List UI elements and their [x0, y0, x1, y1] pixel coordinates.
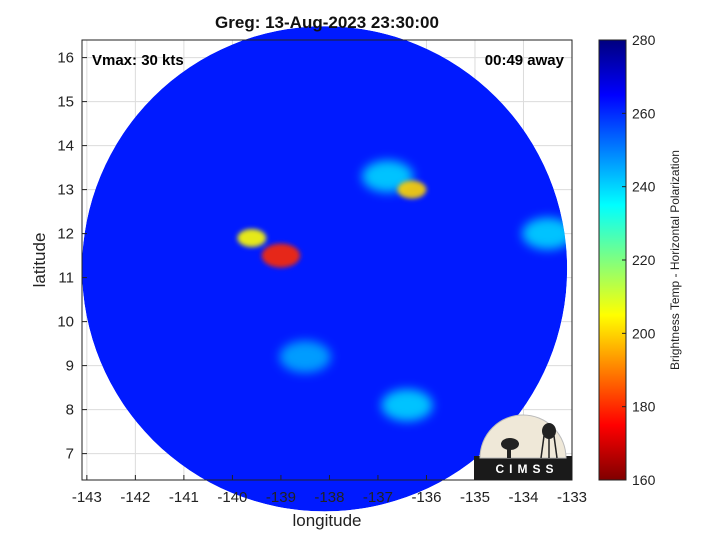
x-ticks: -143 -142 -141 -140 -139 -138 -137 -136 -135 -134… [72, 475, 587, 506]
chart-title: Greg: 13-Aug-2023 23:30:00 [215, 13, 439, 32]
colorbar-tick-label: 160 [632, 472, 656, 488]
x-tick-label: -136 [411, 489, 441, 506]
colorbar-ticks: 160 180 200 220 240 260 280 [622, 32, 656, 488]
x-tick-label: -140 [217, 489, 247, 506]
y-tick-label: 12 [57, 226, 74, 243]
x-tick-label: -142 [120, 489, 150, 506]
colorbar-tick-label: 260 [632, 105, 656, 121]
y-ticks: 7 8 9 10 11 12 13 14 15 16 [57, 50, 87, 463]
feature-band-east [522, 217, 568, 250]
swath-background [81, 26, 568, 512]
time-away-annotation: 00:49 away [484, 52, 564, 69]
x-tick-label: -137 [363, 489, 393, 506]
colorbar-tick-label: 240 [632, 179, 656, 195]
colorbar-tick-label: 200 [632, 325, 656, 341]
y-tick-label: 15 [57, 94, 74, 111]
feature-band-south [381, 389, 433, 422]
feature-cold-core [261, 243, 301, 268]
y-tick-label: 9 [66, 358, 74, 375]
colorbar [598, 39, 627, 481]
cimss-logo [474, 414, 572, 480]
feature-cold-spot-northeast [397, 180, 427, 199]
x-tick-label: -133 [557, 489, 587, 506]
y-tick-label: 7 [66, 446, 74, 463]
x-tick-label: -143 [72, 489, 102, 506]
satellite-dish-icon [501, 438, 519, 450]
x-tick-label: -138 [314, 489, 344, 506]
y-tick-label: 10 [57, 314, 74, 331]
x-tick-label: -139 [266, 489, 296, 506]
water-tower-icon [542, 423, 556, 439]
vmax-annotation: Vmax: 30 kts [92, 52, 184, 69]
colorbar-tick-label: 280 [632, 32, 656, 48]
x-tick-label: -135 [460, 489, 490, 506]
x-tick-label: -134 [508, 489, 538, 506]
y-axis-label: latitude [30, 232, 49, 288]
y-tick-label: 8 [66, 402, 74, 419]
y-tick-label: 13 [57, 182, 74, 199]
colorbar-label: Brightness Temp - Horizontal Polarizatio… [668, 150, 682, 370]
feature-band-southwest [279, 340, 331, 373]
swath [81, 26, 568, 512]
x-tick-label: -141 [169, 489, 199, 506]
feature-convective-band-west [237, 229, 267, 247]
x-axis-label: longitude [292, 511, 362, 530]
logo-text: CIMSS [495, 462, 559, 476]
y-tick-label: 11 [58, 270, 74, 287]
y-tick-label: 16 [57, 50, 74, 67]
y-tick-label: 14 [57, 138, 74, 155]
colorbar-tick-label: 220 [632, 252, 656, 268]
colorbar-tick-label: 180 [632, 399, 656, 415]
plot-frame [81, 39, 573, 481]
